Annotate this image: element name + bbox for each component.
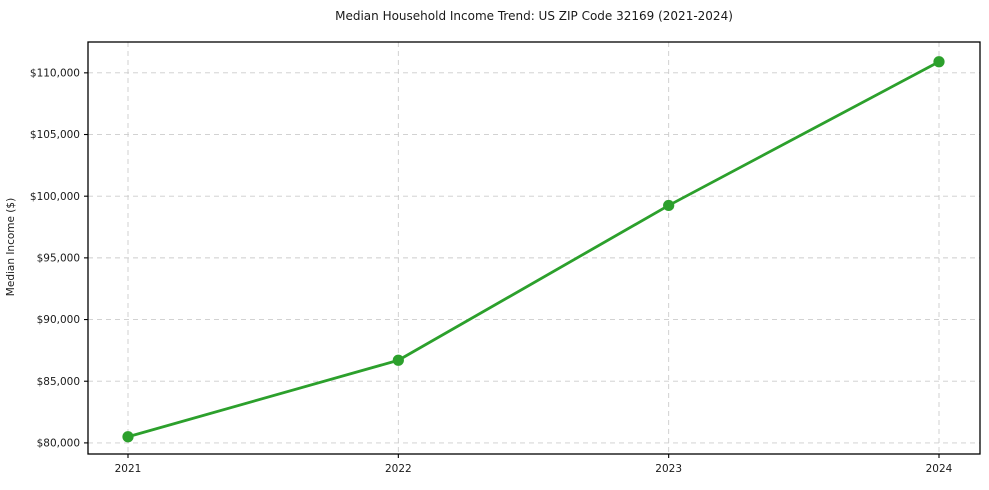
- y-tick-label: $100,000: [30, 191, 80, 203]
- chart-title: Median Household Income Trend: US ZIP Co…: [335, 9, 733, 23]
- y-tick-label: $110,000: [30, 68, 80, 80]
- data-point-2022: [392, 354, 404, 366]
- x-tick-label: 2022: [385, 463, 412, 475]
- x-tick-label: 2021: [115, 463, 142, 475]
- data-point-2024: [933, 56, 945, 68]
- x-tick-label: 2023: [655, 463, 682, 475]
- x-tick-label: 2024: [926, 463, 953, 475]
- y-tick-label: $95,000: [37, 253, 80, 265]
- data-point-2021: [122, 431, 134, 443]
- y-tick-label: $80,000: [37, 438, 80, 450]
- data-point-2023: [663, 199, 675, 212]
- y-tick-label: $90,000: [37, 314, 80, 326]
- plot-frame: [87, 41, 981, 455]
- trend-line: [126, 60, 941, 439]
- y-tick-label: $85,000: [37, 376, 80, 388]
- y-tick-label: $105,000: [30, 129, 80, 141]
